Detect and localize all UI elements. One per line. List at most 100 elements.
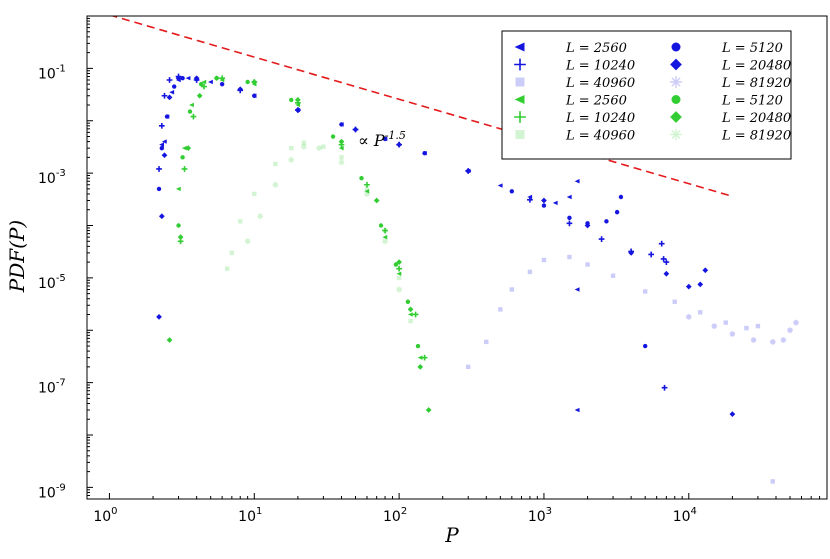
data-point [552, 200, 558, 206]
data-point [422, 151, 427, 156]
data-point [273, 161, 278, 167]
data-point [224, 266, 230, 271]
data-point [338, 159, 345, 166]
data-point [574, 287, 580, 292]
legend-label: L = 5120 [721, 94, 783, 109]
data-point [396, 271, 402, 276]
data-point [642, 343, 648, 349]
data-point [289, 145, 294, 151]
legend-label: L = 2560 [565, 94, 627, 109]
data-point [166, 94, 173, 101]
legend-item-10: L = 40960 [515, 129, 635, 144]
data-point [301, 143, 307, 150]
data-point [604, 219, 609, 224]
data-point [158, 213, 165, 220]
data-point [180, 155, 185, 160]
data-point [610, 273, 616, 278]
data-point [408, 318, 413, 324]
data-point [251, 79, 258, 85]
data-point [257, 213, 264, 220]
data-point [166, 77, 173, 83]
legend-label: L = 40960 [565, 76, 635, 91]
data-point [661, 384, 668, 391]
x-tick-label: 100 [93, 506, 117, 525]
legend-marker [670, 76, 682, 88]
data-point [364, 181, 370, 188]
y-tick-label-exponent: -3 [56, 168, 66, 179]
data-point [237, 86, 244, 93]
data-point [405, 299, 411, 304]
data-point [614, 209, 620, 215]
legend-item-5: L = 81920 [670, 76, 791, 91]
legend-marker [515, 77, 525, 87]
data-point [180, 75, 185, 81]
legend-marker [514, 58, 526, 71]
data-point [176, 223, 181, 228]
data-point [158, 122, 165, 129]
legend-marker [670, 128, 682, 141]
legend-label: L = 5120 [721, 41, 783, 56]
legend-label: L = 10240 [565, 59, 635, 74]
data-point [382, 238, 388, 245]
data-point [177, 234, 184, 240]
data-point [770, 479, 775, 484]
data-point [161, 139, 167, 144]
data-point [159, 145, 165, 151]
legend-item-0: L = 2560 [514, 41, 627, 56]
data-point [729, 331, 736, 337]
data-point [574, 407, 580, 413]
data-point [567, 254, 572, 260]
legend-marker [670, 111, 682, 123]
data-point [421, 354, 428, 361]
data-point [574, 179, 580, 184]
legend-box [501, 30, 792, 160]
data-point [584, 222, 591, 229]
legend-marker [671, 42, 681, 52]
data-point [201, 83, 207, 90]
x-tick-label: 103 [528, 506, 552, 525]
data-point [364, 191, 370, 197]
data-point [229, 250, 235, 256]
legend-marker [514, 95, 525, 104]
data-point [663, 259, 670, 265]
data-point [509, 189, 515, 194]
data-point [156, 186, 162, 192]
plot-content [110, 16, 799, 484]
data-point [189, 102, 194, 108]
legend-marker [671, 95, 681, 104]
y-tick-label: 10-7 [38, 378, 66, 397]
data-point [750, 337, 757, 343]
data-point [219, 81, 225, 87]
data-point [295, 107, 301, 113]
data-point [164, 114, 170, 119]
data-point [364, 189, 370, 194]
data-point [723, 320, 728, 325]
data-point [711, 323, 718, 329]
data-point [181, 145, 187, 151]
data-point [787, 327, 793, 334]
data-point [396, 265, 402, 272]
data-point [359, 176, 364, 181]
data-point [685, 314, 692, 320]
legend-label: L = 81920 [721, 129, 791, 144]
data-point [175, 75, 182, 82]
data-point [541, 257, 547, 263]
data-point [238, 219, 243, 224]
plot-layer: ∝ P-1.5 [110, 16, 799, 484]
data-point [382, 234, 388, 240]
data-point [252, 191, 257, 197]
data-point [201, 79, 207, 85]
y-tick-label: 10-9 [38, 482, 66, 501]
data-point [364, 186, 370, 192]
series-green-8 [177, 75, 428, 361]
data-point [685, 283, 692, 290]
data-point [509, 287, 515, 292]
data-point [378, 223, 384, 228]
y-tick-label: 10-1 [38, 63, 66, 82]
data-point [288, 156, 295, 163]
y-tick-label-exponent: -5 [56, 273, 66, 284]
data-point [567, 215, 572, 221]
data-point [244, 238, 251, 245]
data-point [252, 93, 257, 98]
legend-label: L = 81920 [721, 76, 791, 91]
